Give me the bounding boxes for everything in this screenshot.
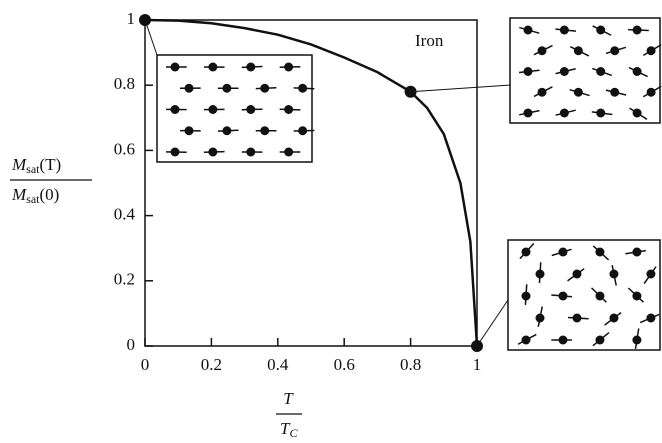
- highlight-point: [139, 14, 151, 26]
- spin-atom: [632, 108, 642, 118]
- spin-atom: [632, 247, 642, 257]
- leader-line: [410, 84, 511, 93]
- y-label: Msat(T) Msat(0): [10, 155, 92, 206]
- y-tick-label: 0.8: [114, 74, 135, 93]
- spin-atom: [573, 46, 583, 56]
- spin-atom: [573, 87, 583, 97]
- highlight-point: [404, 85, 417, 98]
- x-tick-label: 0.4: [267, 355, 289, 374]
- sub: sat: [26, 192, 40, 206]
- highlight-point: [471, 340, 483, 352]
- spin-atom: [246, 147, 256, 157]
- spin-atom: [558, 247, 568, 257]
- spin-atom: [558, 335, 568, 345]
- x-label-denominator: TC: [280, 419, 298, 440]
- spin-atom: [521, 335, 531, 345]
- spin-atom: [170, 147, 180, 157]
- spin-atom: [184, 83, 194, 93]
- spin-atom: [609, 269, 619, 279]
- spin-atom: [523, 67, 533, 76]
- y-tick-label: 0.4: [114, 205, 136, 224]
- spin-atom: [184, 126, 194, 136]
- x-tick-label: 1: [473, 355, 482, 374]
- y-tick-label: 0: [127, 335, 136, 354]
- spin-atom: [595, 291, 605, 301]
- y-tick-label: 0.6: [114, 139, 135, 158]
- curve: [144, 18, 479, 347]
- spin-atom: [208, 105, 218, 114]
- spin-atom: [596, 25, 606, 35]
- spin-atom: [646, 269, 656, 279]
- spin-atom: [208, 62, 218, 72]
- spin-atom: [646, 313, 656, 323]
- spin-atom: [595, 335, 605, 345]
- leader-line: [476, 299, 509, 347]
- spin-atom: [646, 46, 656, 56]
- x-tick-label: 0: [141, 355, 150, 374]
- y-label-denominator: Msat(0): [11, 185, 59, 206]
- rest: (T): [40, 155, 62, 174]
- spin-atom: [521, 291, 531, 301]
- spin-atom: [298, 126, 308, 136]
- spin-atom: [559, 67, 569, 76]
- spin-atom: [559, 25, 569, 35]
- sym: T: [280, 419, 291, 438]
- spin-atom: [537, 46, 547, 56]
- spin-atom: [572, 269, 582, 279]
- rest: (0): [40, 185, 60, 204]
- spin-atom: [260, 126, 270, 136]
- spin-atom: [284, 62, 294, 72]
- spin-atom: [609, 313, 619, 323]
- spin-atom: [170, 62, 180, 72]
- spin-atom: [521, 247, 531, 257]
- spin-atom: [632, 67, 642, 76]
- spin-atom: [298, 83, 308, 93]
- spin-atom: [246, 105, 256, 114]
- spin-atom: [535, 269, 545, 279]
- sym: M: [11, 185, 27, 204]
- spin-atom: [632, 291, 642, 301]
- sub: C: [289, 426, 298, 440]
- spin-atom: [222, 126, 232, 136]
- spin-atom: [610, 46, 620, 56]
- spin-atom: [523, 25, 533, 35]
- spin-atom: [632, 335, 642, 345]
- y-label-numerator: Msat(T): [11, 155, 61, 176]
- spin-atom: [646, 87, 656, 97]
- spin-atom: [537, 87, 547, 97]
- spin-atom: [260, 83, 270, 93]
- spin-atom: [284, 105, 294, 114]
- spin-atom: [170, 105, 180, 114]
- spin-atom: [222, 83, 232, 93]
- x-label-numerator: T: [283, 389, 294, 408]
- y-tick-label: 0.2: [114, 270, 135, 289]
- leader-line: [144, 19, 158, 56]
- x-tick-label: 0.8: [400, 355, 421, 374]
- spin-atom: [596, 108, 606, 118]
- spin-atom: [558, 291, 568, 301]
- spin-atom: [596, 67, 606, 76]
- spin-atom: [632, 25, 642, 35]
- spin-atom: [595, 247, 605, 257]
- plot-frame: [144, 19, 478, 347]
- spin-atom: [535, 313, 545, 323]
- y-tick-label: 1: [127, 9, 136, 28]
- annotation: Iron: [415, 31, 444, 50]
- spin-atom: [208, 147, 218, 157]
- x-tick-label: 0.6: [334, 355, 355, 374]
- spin-atom: [610, 87, 620, 97]
- spin-atom: [559, 108, 569, 118]
- x-tick-label: 0.2: [201, 355, 222, 374]
- spin-atom: [572, 313, 582, 323]
- sub: sat: [26, 162, 40, 176]
- spin-atom: [246, 62, 256, 72]
- spin-atom: [523, 108, 533, 118]
- x-label: T TC: [276, 389, 302, 440]
- sym: M: [11, 155, 27, 174]
- spin-atom: [284, 147, 294, 157]
